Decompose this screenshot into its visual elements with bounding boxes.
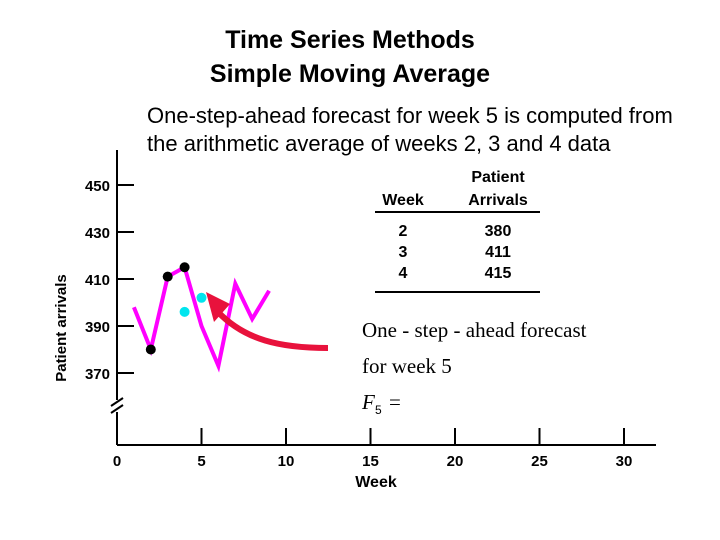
y-tick-label: 410 (85, 272, 110, 289)
table-cell-arrivals: 415 (485, 265, 512, 282)
x-tick-label: 20 (447, 453, 464, 470)
y-tick-label: 390 (85, 319, 110, 336)
data-point (196, 292, 207, 303)
slide-subtitle: Simple Moving Average (209, 60, 491, 88)
x-axis-label: Week (355, 474, 397, 491)
table-header-week: Week (382, 192, 424, 209)
table-header-arrivals: Arrivals (468, 192, 528, 209)
slide-title: Time Series Methods (225, 26, 475, 54)
x-tick-label: 25 (531, 453, 548, 470)
table-cell-week: 2 (399, 223, 408, 240)
arrowhead-icon (206, 292, 230, 322)
x-tick-label: 30 (616, 453, 633, 470)
series-line (132, 264, 271, 373)
table-header-patient: Patient (471, 169, 525, 186)
data-point (179, 306, 190, 317)
formula-lhs: F (361, 390, 375, 414)
x-tick-label: 10 (278, 453, 295, 470)
y-axis-label: Patient arrivals (53, 274, 70, 382)
table-cell-arrivals: 411 (485, 244, 511, 261)
table-cell-arrivals: 380 (485, 223, 512, 240)
arrow-icon (215, 309, 329, 351)
y-tick-label: 450 (85, 178, 110, 195)
formula-subscript: 5 (375, 403, 382, 417)
table-cell-week: 3 (399, 244, 408, 261)
axis-break-icon (110, 397, 124, 414)
table-cell-week: 4 (399, 265, 408, 282)
y-tick-label: 370 (85, 366, 110, 383)
formula-line1: One - step - ahead forecast (362, 318, 587, 342)
x-tick-label: 0 (113, 453, 121, 470)
description: One-step-ahead forecast for week 5 is co… (147, 103, 673, 156)
x-tick-label: 5 (197, 453, 205, 470)
formula-equals: = (389, 390, 401, 414)
data-point (145, 344, 156, 355)
formula-line2: for week 5 (362, 354, 452, 378)
data-point (162, 271, 173, 282)
y-tick-label: 430 (85, 225, 110, 242)
x-tick-label: 15 (362, 453, 379, 470)
data-point (179, 262, 190, 273)
